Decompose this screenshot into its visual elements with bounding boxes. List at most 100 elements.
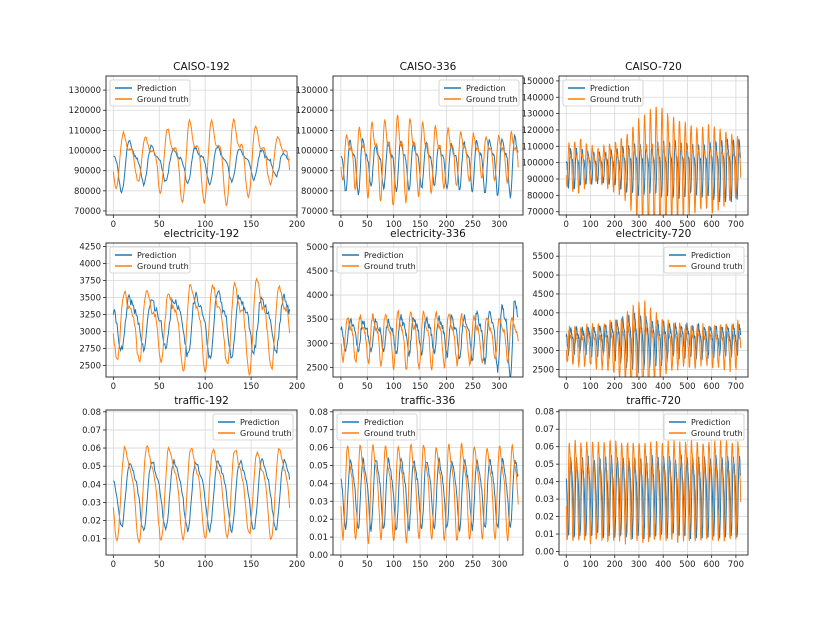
x-tick-label: 400 <box>655 560 671 570</box>
y-tick-label: 100000 <box>522 159 554 169</box>
ground-truth-line <box>340 309 519 371</box>
y-tick-label: 0.05 <box>535 460 554 470</box>
y-tick-label: 3000 <box>79 327 101 337</box>
prediction-line <box>113 457 291 534</box>
y-tick-label: 0.08 <box>535 408 554 418</box>
y-tick-label: 3000 <box>306 339 328 349</box>
ground-truth-line <box>112 277 291 377</box>
y-tick-label: 0.05 <box>309 461 328 471</box>
y-tick-label: 0.07 <box>82 426 101 436</box>
prediction-line <box>340 299 519 377</box>
y-tick-label: 0.03 <box>82 498 101 508</box>
y-tick-label: 0.06 <box>309 444 328 454</box>
x-tick-label: 300 <box>491 560 507 570</box>
x-tick-label: 700 <box>728 220 744 230</box>
y-tick-label: 4000 <box>79 259 101 269</box>
y-tick-label: 70000 <box>301 207 328 217</box>
y-tick-label: 0.06 <box>82 444 101 454</box>
y-tick-label: 0.02 <box>535 513 554 523</box>
x-tick-label: 200 <box>289 220 305 230</box>
legend: Prediction Ground truth <box>336 413 418 441</box>
x-tick-label: 100 <box>582 220 598 230</box>
x-tick-label: 0 <box>564 220 569 230</box>
y-tick-label: 4000 <box>532 309 554 319</box>
legend-label: Prediction <box>240 418 280 427</box>
ground-truth-line <box>340 442 519 544</box>
legend-label: Prediction <box>466 84 506 93</box>
x-tick-label: 100 <box>386 382 402 392</box>
y-tick-label: 110000 <box>69 126 101 136</box>
y-tick-label: 4500 <box>532 290 554 300</box>
y-tick-label: 0.04 <box>82 480 101 490</box>
y-tick-label: 90000 <box>301 167 328 177</box>
x-tick-label: 100 <box>582 382 598 392</box>
y-tick-label: 2750 <box>79 344 101 354</box>
y-tick-label: 0.04 <box>535 478 554 488</box>
legend: Prediction Ground truth <box>562 79 644 107</box>
y-tick-label: 0.02 <box>82 517 101 527</box>
axes-frame <box>558 75 749 216</box>
subplot-title: CAISO-336 <box>400 61 457 73</box>
y-tick-label: 4500 <box>306 267 328 277</box>
x-tick-label: 100 <box>386 560 402 570</box>
legend-label: Prediction <box>364 251 404 260</box>
y-tick-label: 2500 <box>532 365 554 375</box>
y-tick-label: 5500 <box>532 252 554 262</box>
x-tick-label: 250 <box>465 560 481 570</box>
x-tick-label: 200 <box>289 382 305 392</box>
x-tick-label: 500 <box>679 382 695 392</box>
subplot-title: electricity-720 <box>616 228 692 240</box>
y-tick-label: 100000 <box>296 147 328 157</box>
axes-frame <box>332 242 524 378</box>
prediction-line <box>112 290 291 360</box>
x-tick-label: 300 <box>631 220 647 230</box>
x-tick-label: 200 <box>438 220 454 230</box>
x-tick-label: 200 <box>438 382 454 392</box>
y-tick-label: 3500 <box>306 315 328 325</box>
x-tick-label: 50 <box>154 382 165 392</box>
y-tick-label: 0.07 <box>309 426 328 436</box>
x-tick-label: 150 <box>243 382 259 392</box>
y-tick-label: 150000 <box>522 77 554 87</box>
y-tick-label: 4000 <box>306 291 328 301</box>
x-tick-label: 150 <box>412 220 428 230</box>
x-tick-label: 0 <box>338 382 343 392</box>
legend: Prediction Ground truth <box>109 246 191 274</box>
legend-label: Ground truth <box>466 95 518 104</box>
legend-label: Prediction <box>137 84 177 93</box>
ground-truth-line <box>565 300 742 377</box>
legend-label: Prediction <box>364 418 404 427</box>
subplot-2: 0 50 100 150 200 250 300 70000 80000 90000 100000 1… <box>296 61 524 230</box>
y-tick-label: 4250 <box>79 242 101 252</box>
y-tick-label: 80000 <box>301 187 328 197</box>
legend-label: Prediction <box>691 418 731 427</box>
y-tick-label: 0.02 <box>309 515 328 525</box>
subplot-3: 0 100 200 300 400 500 600 700 70000 80000 90000 100… <box>522 61 749 230</box>
y-tick-label: 90000 <box>527 175 554 185</box>
x-tick-label: 300 <box>491 220 507 230</box>
subplot-1: 0 50 100 150 200 70000 80000 90000 100000 110000 1… <box>69 61 306 230</box>
x-tick-label: 200 <box>607 560 623 570</box>
subplot-title: electricity-192 <box>164 228 240 240</box>
y-tick-label: 2500 <box>79 361 101 371</box>
prediction-line <box>340 133 519 199</box>
subplot-title: electricity-336 <box>390 228 466 240</box>
legend-label: Ground truth <box>137 262 189 271</box>
subplot-9: 0 100 200 300 400 500 600 700 0.00 0.01 0.02 0.03 0.… <box>535 395 749 570</box>
y-tick-label: 0.08 <box>82 408 101 418</box>
x-tick-label: 0 <box>111 560 116 570</box>
y-tick-label: 0.01 <box>82 535 101 545</box>
x-tick-label: 700 <box>728 382 744 392</box>
legend-label: Ground truth <box>691 429 743 438</box>
y-tick-label: 0.00 <box>535 548 554 558</box>
subplot-5: 0 50 100 150 200 250 300 2500 3000 3500 4000 4500 50… <box>306 228 524 392</box>
x-tick-label: 300 <box>631 560 647 570</box>
y-tick-label: 130000 <box>296 86 328 96</box>
x-tick-label: 500 <box>679 220 695 230</box>
subplot-7: 0 50 100 150 200 0.01 0.02 0.03 0.04 0.05 0.06 0.07… <box>82 395 305 570</box>
y-tick-label: 3500 <box>532 328 554 338</box>
legend-label: Ground truth <box>240 429 292 438</box>
x-tick-label: 400 <box>655 382 671 392</box>
x-tick-label: 0 <box>111 220 116 230</box>
